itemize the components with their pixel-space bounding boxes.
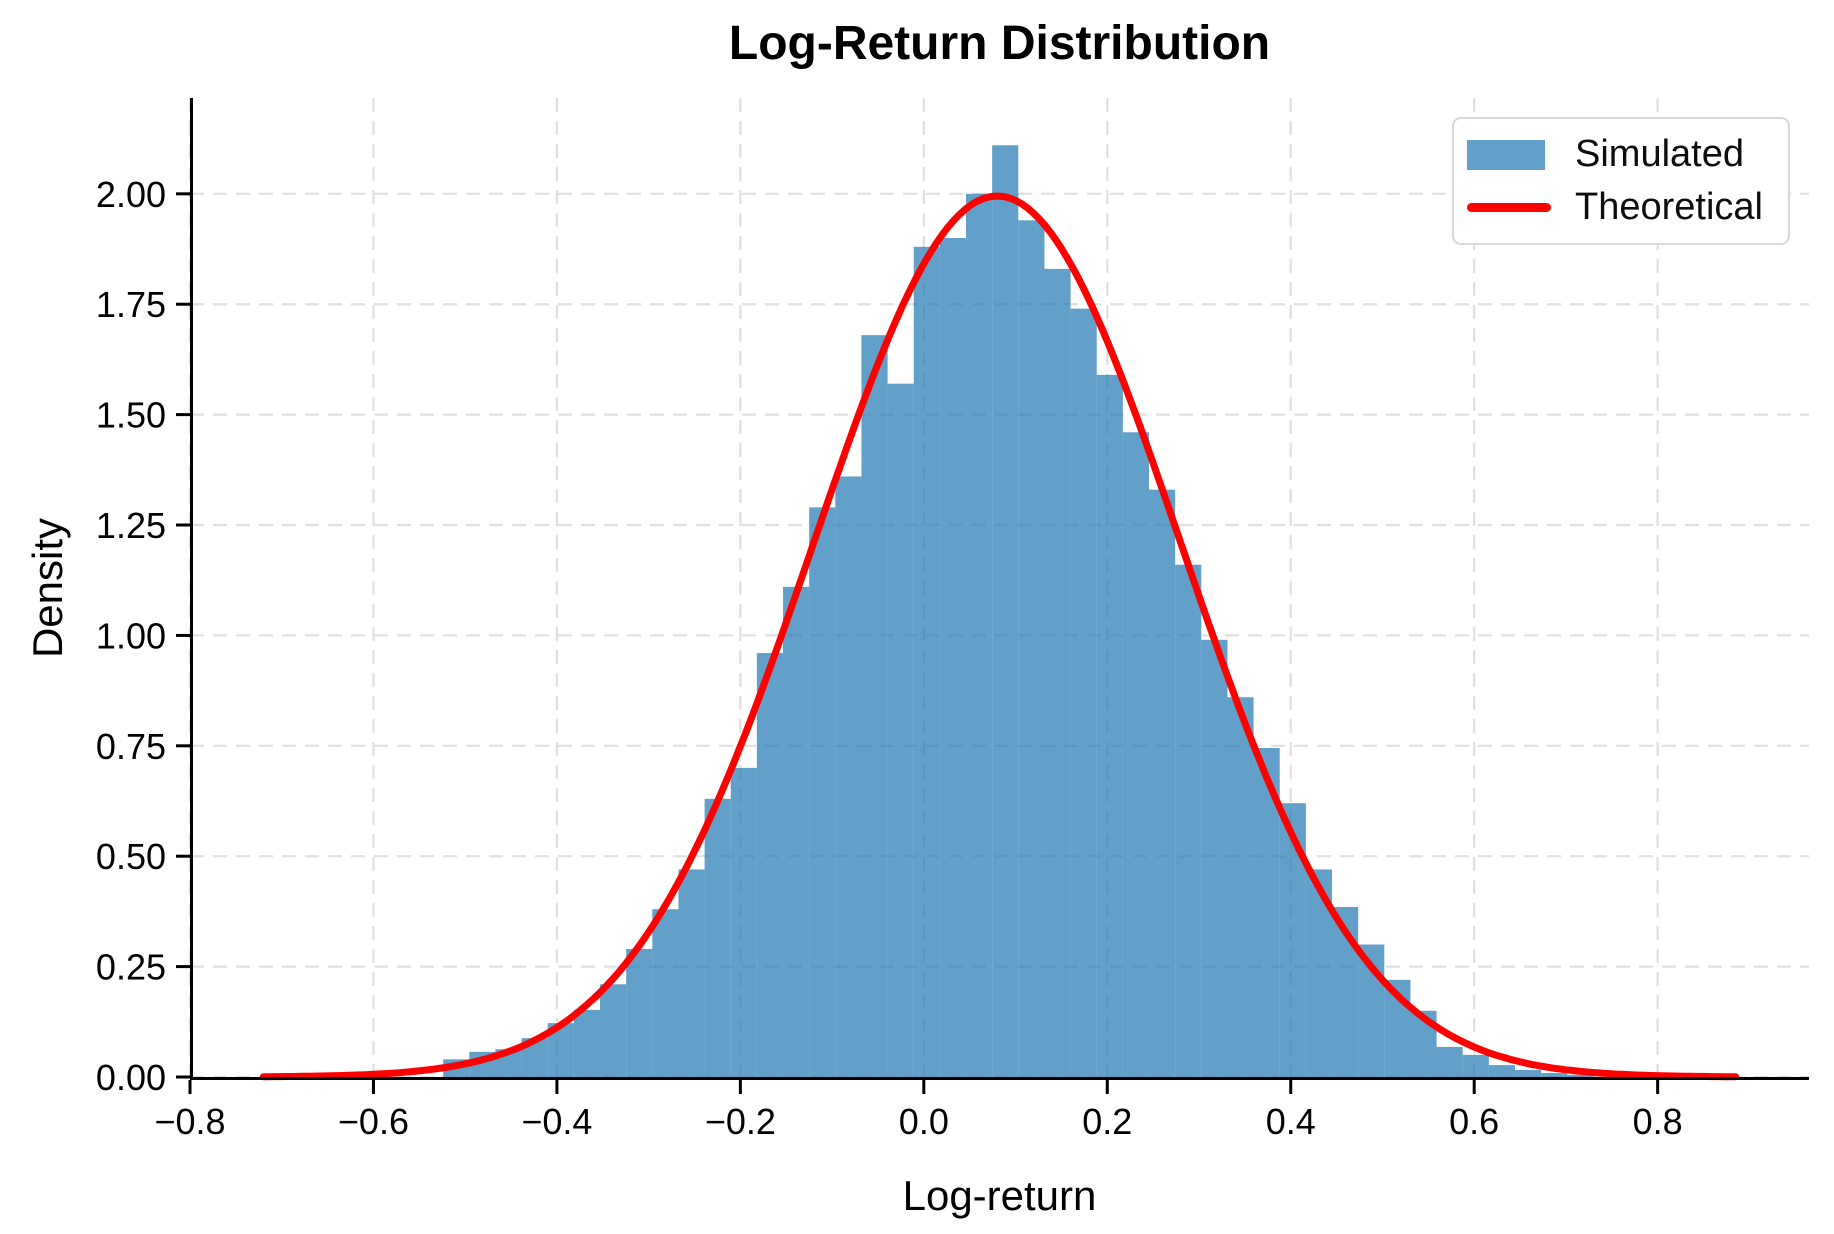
x-tick-label: −0.4 [521, 1101, 592, 1142]
x-tick-label: 0.0 [899, 1101, 949, 1142]
legend-label-theoretical: Theoretical [1575, 186, 1763, 228]
histogram-bar [1462, 1054, 1489, 1078]
axes-spines [190, 98, 1809, 1080]
histogram-bar [939, 237, 967, 1079]
histogram-bar [861, 335, 888, 1079]
histogram-bar [835, 476, 862, 1078]
legend-label-simulated: Simulated [1575, 133, 1744, 175]
histogram-bar [1436, 1046, 1463, 1078]
histogram-bar [1227, 697, 1254, 1078]
histogram-bar [1044, 268, 1071, 1079]
theoretical-swatch [1467, 203, 1551, 212]
x-tick-label: 0.2 [1082, 1101, 1132, 1142]
x-tick-label: −0.6 [338, 1101, 409, 1142]
y-tick-label: 1.25 [96, 505, 166, 546]
histogram-bar [992, 145, 1019, 1079]
histogram-bar [1515, 1069, 1542, 1078]
histogram-bar [1070, 308, 1097, 1079]
histogram-bar [573, 1009, 601, 1078]
histogram-bar [1096, 374, 1123, 1079]
histogram-bar [730, 767, 757, 1078]
histogram-bar [1122, 432, 1150, 1078]
histogram-bar [1567, 1074, 1594, 1078]
y-tick-label: 1.75 [96, 284, 166, 325]
legend: Simulated Theoretical [1452, 117, 1790, 245]
x-axis-label: Log-return [902, 1172, 1097, 1219]
histogram-bar [1201, 639, 1228, 1078]
histogram-bar [678, 869, 705, 1078]
histogram-bar [966, 193, 993, 1079]
histogram-bar [913, 246, 940, 1078]
histogram-bar [652, 909, 679, 1078]
y-tick-label: 0.00 [96, 1057, 166, 1098]
legend-item-theoretical: Theoretical [1467, 186, 1788, 229]
histogram-bar [809, 507, 836, 1079]
legend-item-simulated: Simulated [1467, 133, 1788, 176]
histogram-bar [887, 383, 914, 1078]
histogram-bar [783, 586, 810, 1078]
y-tick-label: 0.50 [96, 836, 166, 877]
histogram-bar [626, 948, 653, 1078]
simulated-swatch [1467, 139, 1545, 170]
histogram-bar [704, 798, 731, 1078]
histogram-bar [600, 984, 627, 1078]
histogram-bar [1541, 1073, 1568, 1078]
y-tick-label: 0.25 [96, 947, 166, 988]
y-tick-label: 0.75 [96, 726, 166, 767]
histogram-bar [1488, 1065, 1516, 1078]
chart-title: Log-Return Distribution [728, 17, 1271, 70]
x-tick-label: 0.8 [1633, 1101, 1683, 1142]
x-tick-label: 0.4 [1266, 1101, 1316, 1142]
y-axis-label: Density [24, 517, 71, 659]
axis-ticks [176, 192, 1660, 1094]
y-tick-label: 1.00 [96, 615, 166, 656]
y-tick-label: 2.00 [96, 174, 166, 215]
histogram-bar [1149, 489, 1176, 1078]
tick-labels: −0.8 −0.6 −0.4 −0.2 0.0 0.2 0.4 0.6 0.8 0.00 0.25 0… [96, 174, 1683, 1142]
histogram-bar [1175, 564, 1202, 1078]
x-tick-label: −0.2 [705, 1101, 776, 1142]
x-tick-label: 0.6 [1449, 1101, 1499, 1142]
y-tick-label: 1.50 [96, 395, 166, 436]
histogram-bar [1018, 220, 1045, 1078]
theoretical-curve [259, 192, 1740, 1081]
histogram-bar [756, 653, 784, 1078]
theoretical-curve-line [259, 192, 1740, 1081]
histogram-bars [443, 145, 1594, 1079]
x-tick-label: −0.8 [154, 1101, 225, 1142]
